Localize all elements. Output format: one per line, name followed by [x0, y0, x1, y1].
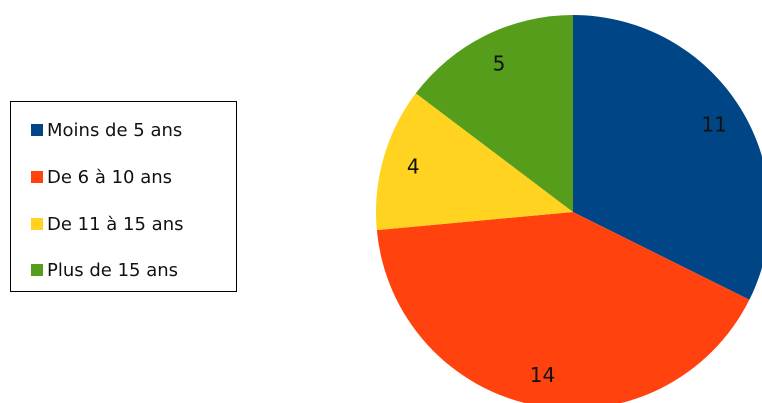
legend-label-de-11-a-15-ans: De 11 à 15 ans — [47, 213, 184, 235]
legend-swatch-de-6-a-10-ans — [31, 171, 43, 183]
legend-label-plus-de-15-ans: Plus de 15 ans — [47, 259, 179, 281]
legend-swatch-plus-de-15-ans — [31, 264, 43, 276]
legend-item-de-6-a-10-ans: De 6 à 10 ans — [31, 165, 172, 189]
legend-label-de-6-a-10-ans: De 6 à 10 ans — [47, 166, 173, 188]
data-label-moins-de-5-ans: 11 — [701, 113, 726, 137]
legend-label-moins-de-5-ans: Moins de 5 ans — [47, 119, 183, 141]
legend-item-de-11-a-15-ans: De 11 à 15 ans — [31, 212, 183, 236]
pie-slice-plus-de-15-ans — [415, 14, 573, 212]
chart-legend: Moins de 5 ans De 6 à 10 ans De 11 à 15 … — [10, 101, 237, 292]
legend-swatch-moins-de-5-ans — [31, 124, 43, 136]
data-label-de-6-a-10-ans: 14 — [530, 363, 555, 387]
legend-item-plus-de-15-ans: Plus de 15 ans — [31, 258, 178, 282]
pie-slice-de-6-a-10-ans — [376, 212, 750, 403]
legend-swatch-de-11-a-15-ans — [31, 218, 43, 230]
pie-slice-de-11-a-15-ans — [375, 93, 573, 231]
data-label-de-11-a-15-ans: 4 — [407, 155, 420, 179]
pie-slice-moins-de-5-ans — [573, 15, 762, 300]
legend-item-moins-de-5-ans: Moins de 5 ans — [31, 118, 182, 142]
data-label-plus-de-15-ans: 5 — [493, 51, 506, 75]
